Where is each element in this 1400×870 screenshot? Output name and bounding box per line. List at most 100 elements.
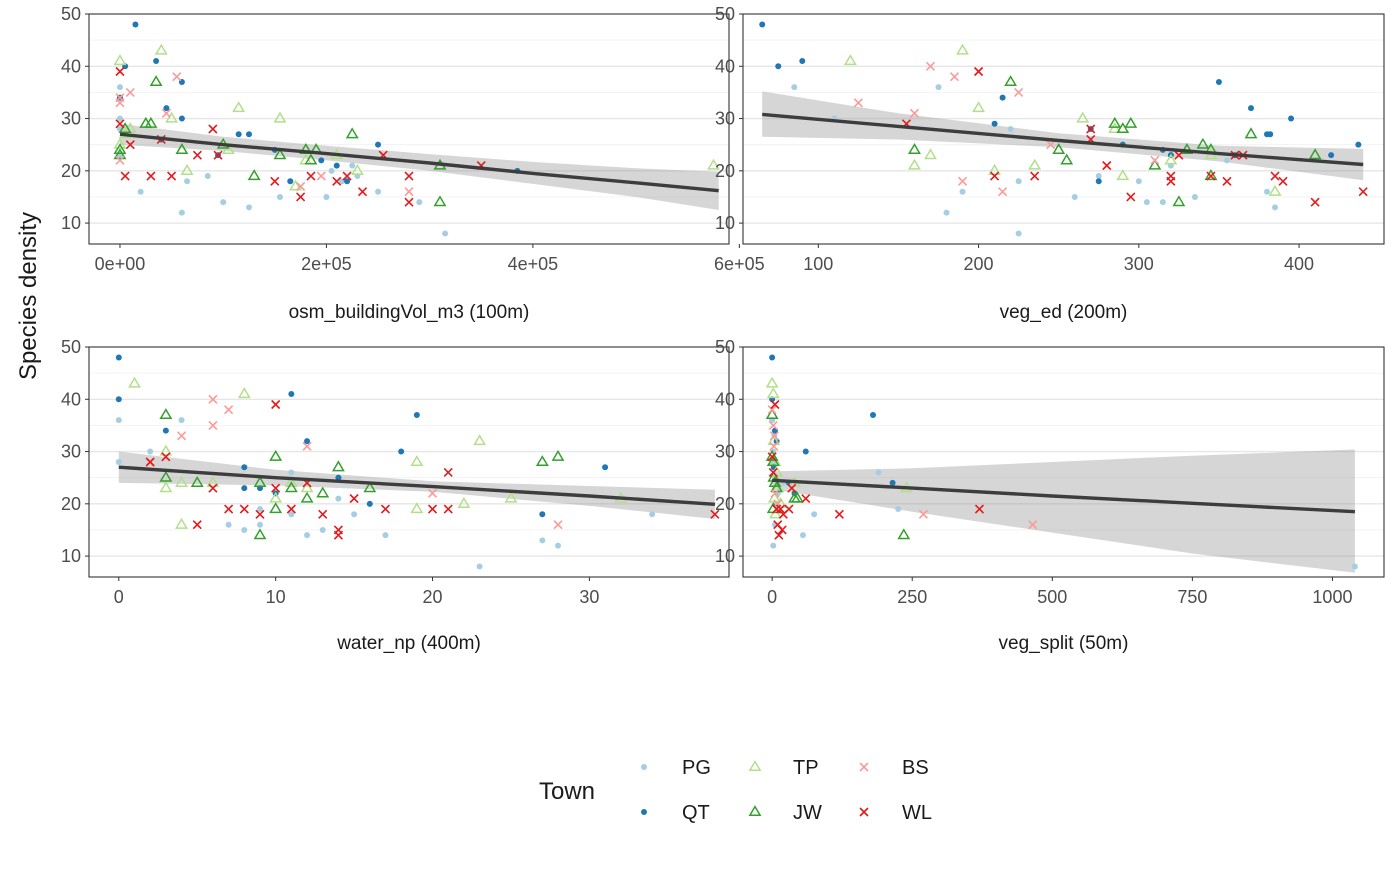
data-point-pg [288,511,295,518]
data-point-wl [775,504,786,514]
data-point-tp [473,434,487,446]
data-point-jw [175,143,189,155]
gridlines [89,39,729,224]
y-tick-label: 30 [715,109,735,129]
confidence-band [772,449,1355,573]
x-axis-title: osm_buildingVol_m3 (100m) [289,302,530,323]
data-point-qt [318,157,325,164]
data-point-pg [184,178,191,185]
data-point-tp [956,43,970,55]
data-point-pg [256,521,263,528]
x-axis-title: veg_ed (200m) [1000,302,1128,323]
data-point-qt [178,115,185,122]
data-point-pg [288,469,295,476]
data-point-wl [404,197,414,207]
data-point-jw [1052,143,1066,155]
y-tick-label: 40 [715,389,735,409]
data-point-pg [1264,188,1271,195]
data-point-wl [318,509,328,519]
data-point-wl [1174,150,1184,160]
panel-border [742,13,1385,245]
data-point-bs [172,72,182,82]
data-point-wl [1358,187,1368,197]
data-point-pg [319,526,326,533]
data-point-jw [1004,75,1018,87]
data-point-wl [784,504,794,514]
data-point-pg [770,542,777,549]
data-point-wl [768,467,778,478]
y-tick-label: 20 [61,494,81,514]
data-point-jw [159,470,173,482]
data-point-jw [1196,137,1210,149]
data-point-wl [332,176,342,186]
data-point-qt [163,105,170,112]
data-point-pg [649,511,656,518]
x-axis-title: water_np (400m) [336,633,481,654]
data-point-wl [1270,171,1280,181]
data-point-jw [551,449,565,461]
data-point-wl [125,140,135,150]
data-point-qt [889,479,896,486]
data-point-jw [159,408,173,420]
legend-key-jw [748,805,762,817]
data-point-qt [1328,152,1335,159]
y-tick-label: 50 [715,4,735,24]
gridlines [743,39,1384,224]
data-point-jw [273,148,287,160]
data-point-tp [300,481,314,493]
data-point-qt [287,178,294,185]
data-point-bs [208,394,218,404]
legend-item-jw: JW [748,802,822,824]
data-point-wl [1310,197,1320,207]
data-point-wl [1206,171,1216,181]
data-point-pg [382,532,389,539]
data-point-tp [972,101,986,113]
data-point-wl [767,452,777,462]
x-tick-label: 300 [1124,254,1154,274]
data-point-pg [875,469,882,476]
legend-key-tp [748,760,762,772]
data-point-tp [206,476,220,488]
data-point-qt [1355,141,1362,148]
data-point-qt [602,464,609,471]
data-point-bs [1150,155,1160,165]
data-point-wl [145,457,155,467]
data-point-bs [316,171,326,181]
x-tick-label: 250 [897,587,927,607]
x-tick-label: 30 [579,587,599,607]
data-point-qt [235,131,242,138]
data-point-tp [457,496,471,508]
data-point-bs [949,72,960,82]
data-point-qt [1267,131,1274,138]
data-point-wl [342,171,352,181]
data-point-pg [1071,193,1078,200]
x-tick-label: 500 [1037,587,1067,607]
data-point-qt [115,396,122,403]
series-jw [907,75,1322,207]
legend-item-pg: PG [641,757,711,779]
x-tick-label: 400 [1284,254,1314,274]
x-tick-label: 200 [964,254,994,274]
series-bs [767,405,1038,530]
data-point-jw [1060,153,1074,165]
data-point-tp [113,137,127,149]
data-point-qt [413,411,420,418]
data-point-wl [787,483,797,493]
y-tick-label: 10 [61,546,81,566]
data-point-wl [333,530,343,540]
data-point-pg [178,417,185,424]
data-point-pg [442,230,449,237]
series-pg [115,417,656,570]
data-point-tp [924,148,937,160]
data-point-jw [190,476,204,488]
data-point-jw [1108,116,1122,128]
data-point-qt [869,411,876,418]
panel-border [88,13,730,245]
data-point-pg [1015,178,1022,185]
series-pg [791,84,1279,237]
data-point-wl [167,171,177,181]
data-point-bs [925,61,936,71]
y-tick-label: 30 [61,109,81,129]
data-point-tp [410,502,424,514]
data-point-qt [1247,105,1254,112]
